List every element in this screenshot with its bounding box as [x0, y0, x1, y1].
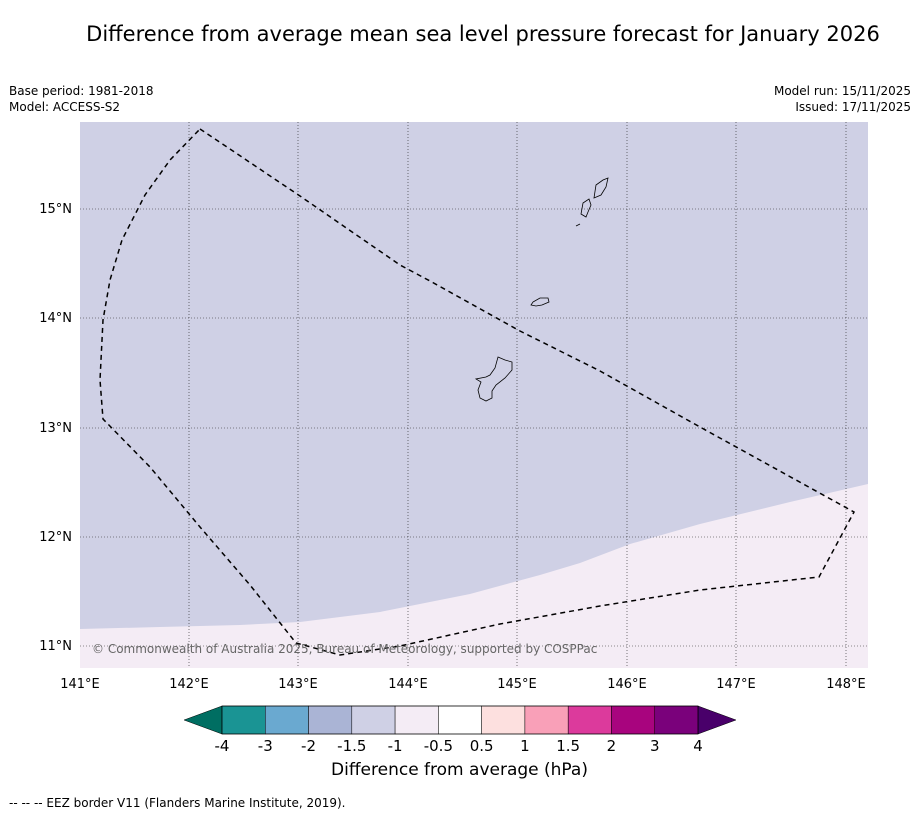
lon-labels: 141°E 142°E 143°E 144°E 145°E 146°E 147°… [60, 677, 866, 692]
colorbar-swatch [654, 705, 699, 735]
base-period: Base period: 1981-2018 [9, 84, 154, 98]
saipan-island [593, 177, 609, 199]
colorbar-tick-label: 3 [650, 737, 660, 755]
colorbar: -4 -3 -2 -1.5 -1 -0.5 0.5 1 1.5 2 3 4 [183, 705, 737, 755]
issued-date: Issued: 17/11/2025 [795, 100, 911, 114]
lon-label: 148°E [826, 677, 866, 692]
colorbar-tick-label: 1 [520, 737, 530, 755]
model-name: Model: ACCESS-S2 [9, 100, 121, 114]
tinian-island [580, 198, 592, 218]
colorbar-swatch [567, 705, 612, 735]
colorbar-label: Difference from average (hPa) [331, 760, 588, 780]
colorbar-tick-label: -3 [258, 737, 273, 755]
lat-label: 13°N [39, 421, 72, 436]
colorbar-swatch [221, 705, 266, 735]
guam-island [474, 356, 513, 402]
lat-labels: 15°N 14°N 13°N 12°N 11°N [39, 202, 72, 654]
colorbar-swatch [308, 705, 353, 735]
eez-border [99, 128, 856, 656]
lat-label: 15°N [39, 202, 72, 217]
lat-label: 14°N [39, 311, 72, 326]
copyright-text: © Commonwealth of Australia 2025, Bureau… [92, 642, 597, 656]
meta-right: Model run: 15/11/2025 Issued: 17/11/2025 [774, 83, 911, 115]
map-area[interactable]: © Commonwealth of Australia 2025, Bureau… [80, 122, 868, 668]
lon-label: 144°E [388, 677, 428, 692]
model-run: Model run: 15/11/2025 [773, 84, 911, 98]
legend-footer: -- -- -- EEZ border V11 (Flanders Marine… [9, 796, 346, 810]
rota-island [530, 297, 550, 307]
colorbar-tick-label: -0.5 [424, 737, 453, 755]
colorbar-swatch [438, 705, 482, 735]
colorbar-tick-label: -1 [388, 737, 403, 755]
colorbar-swatch [611, 705, 655, 735]
colorbar-tick-label: 0.5 [470, 737, 494, 755]
lon-label: 145°E [497, 677, 537, 692]
lon-label: 143°E [278, 677, 318, 692]
colorbar-swatch [481, 705, 526, 735]
colorbar-tick-label: -1.5 [337, 737, 366, 755]
colorbar-tick-label: -4 [215, 737, 230, 755]
anomaly-band-upper [80, 484, 868, 668]
colorbar-tick-label: -2 [301, 737, 316, 755]
aguijan-island [575, 223, 581, 227]
colorbar-over-arrow [697, 705, 737, 735]
gridlines [80, 122, 868, 668]
lat-label: 11°N [39, 639, 72, 654]
lat-label: 12°N [39, 530, 72, 545]
colorbar-swatch [524, 705, 569, 735]
lon-label: 142°E [169, 677, 209, 692]
lon-label: 147°E [716, 677, 756, 692]
colorbar-tick-label: 2 [607, 737, 617, 755]
lon-label: 146°E [607, 677, 647, 692]
lon-label: 141°E [60, 677, 100, 692]
colorbar-under-arrow [183, 705, 223, 735]
colorbar-swatch [394, 705, 439, 735]
colorbar-tick-label: 4 [693, 737, 703, 755]
colorbar-swatch [351, 705, 396, 735]
meta-left: Base period: 1981-2018 Model: ACCESS-S2 [9, 83, 154, 115]
islands [474, 177, 609, 402]
map-title: Difference from average mean sea level p… [86, 22, 880, 46]
colorbar-swatch [265, 705, 309, 735]
colorbar-tick-label: 1.5 [556, 737, 580, 755]
